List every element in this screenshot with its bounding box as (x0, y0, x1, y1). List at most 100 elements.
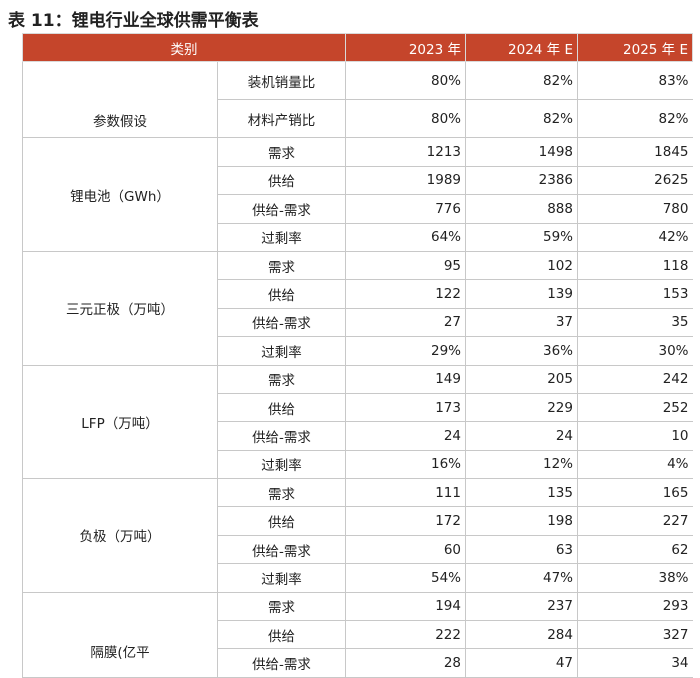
value-cell: 227 (577, 506, 693, 536)
item-cell: 材料产销比 (217, 99, 346, 139)
value-cell: 1213 (345, 137, 466, 167)
value-cell: 172 (345, 506, 466, 536)
item-cell: 过剩率 (217, 222, 346, 252)
value-cell: 64% (345, 222, 466, 252)
item-cell: 供给 (217, 506, 346, 536)
value-cell: 34 (577, 648, 693, 678)
table-row: 供给 173 229 252 (23, 392, 693, 423)
value-cell: 229 (465, 392, 578, 423)
value-cell: 63 (465, 534, 578, 565)
item-cell: 需求 (217, 591, 346, 622)
item-cell: 供给-需求 (217, 648, 346, 678)
value-cell: 42% (577, 222, 693, 252)
value-cell: 165 (577, 478, 693, 508)
value-cell: 194 (345, 591, 466, 622)
value-cell: 153 (577, 279, 693, 309)
data-table: 类别 2023 年 2024 年 E 2025 年 E 参数假设 装机销量比 80%… (22, 33, 693, 678)
value-cell: 24 (345, 421, 466, 451)
value-cell: 149 (345, 364, 466, 394)
table-row: LFP（万吨） 需求 149 205 242 (22, 364, 693, 480)
header-cell: 类别 (22, 33, 346, 62)
value-cell: 776 (345, 194, 466, 224)
table-row: 负极（万吨） 需求 111 135 165 (22, 478, 693, 593)
value-cell: 205 (465, 364, 578, 394)
group-cell: 参数假设 (22, 60, 218, 139)
table-title: 表 11：锂电行业全球供需平衡表 (8, 11, 259, 31)
value-cell: 95 (345, 250, 466, 281)
table-row: 参数假设 装机销量比 80% 82% 83% (22, 60, 693, 139)
item-cell: 需求 (217, 250, 346, 281)
value-cell: 888 (465, 194, 578, 224)
value-cell: 118 (577, 250, 693, 281)
item-cell: 供给 (217, 620, 346, 650)
value-cell: 30% (577, 336, 693, 366)
item-cell: 过剩率 (217, 449, 346, 480)
item-cell: 供给 (217, 392, 346, 423)
table-row: 锂电池（GWh） 需求 1213 1498 1845 (22, 137, 693, 252)
item-cell: 需求 (217, 478, 346, 508)
item-cell: 供给-需求 (217, 421, 346, 451)
value-cell: 10 (577, 421, 693, 451)
value-cell: 1845 (577, 137, 693, 167)
table-row: 过剩率 54% 47% 38% (23, 563, 693, 593)
value-cell: 111 (345, 478, 466, 508)
value-cell: 24 (465, 421, 578, 451)
value-cell: 237 (465, 591, 578, 622)
item-cell: 供给-需求 (217, 534, 346, 565)
value-cell: 242 (577, 364, 693, 394)
value-cell: 60 (345, 534, 466, 565)
group-cell: 负极（万吨） (22, 478, 218, 593)
table-row: 供给-需求 60 63 62 (23, 534, 693, 565)
table-row: 材料产销比 80% 82% 82% (23, 99, 693, 139)
value-cell: 80% (345, 99, 466, 139)
value-cell: 59% (465, 222, 578, 252)
value-cell: 284 (465, 620, 578, 650)
value-cell: 82% (465, 99, 578, 139)
group-cell: 隔膜(亿平 (22, 591, 218, 678)
value-cell: 198 (465, 506, 578, 536)
value-cell: 2386 (465, 165, 578, 196)
value-cell: 28 (345, 648, 466, 678)
value-cell: 27 (345, 307, 466, 338)
value-cell: 12% (465, 449, 578, 480)
item-cell: 供给-需求 (217, 307, 346, 338)
item-cell: 需求 (217, 364, 346, 394)
value-cell: 82% (465, 60, 578, 101)
table-row: 过剩率 16% 12% 4% (23, 449, 693, 480)
header-cell: 2023 年 (345, 33, 466, 62)
value-cell: 173 (345, 392, 466, 423)
table-row: 供给-需求 24 24 10 (23, 421, 693, 451)
value-cell: 80% (345, 60, 466, 101)
value-cell: 47 (465, 648, 578, 678)
item-cell: 过剩率 (217, 563, 346, 593)
value-cell: 122 (345, 279, 466, 309)
value-cell: 36% (465, 336, 578, 366)
table-row: 过剩率 29% 36% 30% (23, 336, 693, 366)
value-cell: 1989 (345, 165, 466, 196)
value-cell: 102 (465, 250, 578, 281)
group-cell: 三元正极（万吨） (22, 250, 218, 366)
value-cell: 327 (577, 620, 693, 650)
value-cell: 62 (577, 534, 693, 565)
value-cell: 222 (345, 620, 466, 650)
item-cell: 需求 (217, 137, 346, 167)
value-cell: 47% (465, 563, 578, 593)
value-cell: 139 (465, 279, 578, 309)
value-cell: 780 (577, 194, 693, 224)
value-cell: 38% (577, 563, 693, 593)
value-cell: 4% (577, 449, 693, 480)
value-cell: 83% (577, 60, 693, 101)
group-cell: LFP（万吨） (22, 364, 218, 480)
value-cell: 37 (465, 307, 578, 338)
value-cell: 82% (577, 99, 693, 139)
item-cell: 装机销量比 (217, 60, 346, 101)
table-row: 隔膜(亿平 需求 194 237 293 (22, 591, 693, 678)
page: 表 11：锂电行业全球供需平衡表 类别 2023 年 2024 年 E 2025… (8, 11, 693, 678)
header-cell: 2024 年 E (465, 33, 578, 62)
table-row: 供给 172 198 227 (23, 506, 693, 536)
value-cell: 1498 (465, 137, 578, 167)
value-cell: 252 (577, 392, 693, 423)
group-cell: 锂电池（GWh） (22, 137, 218, 252)
header-row: 类别 2023 年 2024 年 E 2025 年 E (22, 33, 693, 62)
header-cell: 2025 年 E (577, 33, 693, 62)
